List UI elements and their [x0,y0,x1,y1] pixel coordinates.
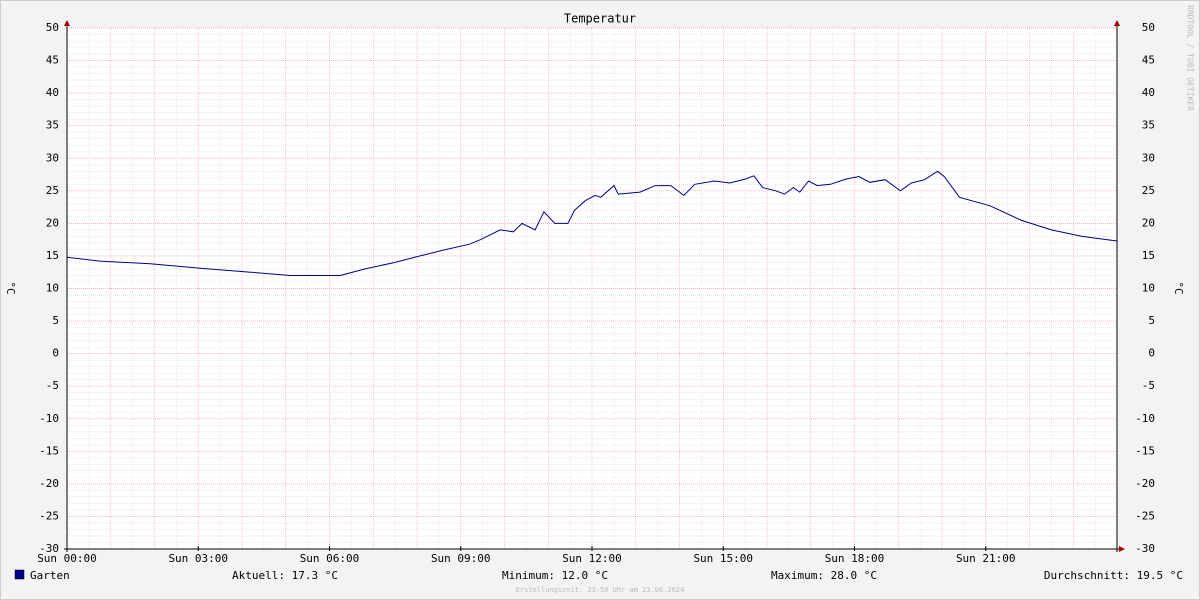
y-tick-label: -25 [39,509,59,522]
x-tick-label: Sun 06:00 [300,552,360,565]
y2-tick-label: 5 [1148,314,1155,327]
stat: Aktuell: 17.3 °C [232,569,338,582]
y-tick-label: 0 [52,347,59,360]
y-tick-label: 10 [46,282,59,295]
y-tick-label: 20 [46,216,59,229]
y-tick-label: 45 [46,54,59,67]
y2-tick-label: 10 [1142,282,1155,295]
y-tick-label: 5 [52,314,59,327]
y2-tick-label: 40 [1142,86,1155,99]
y-tick-label: -10 [39,412,59,425]
y2-tick-label: -5 [1142,379,1155,392]
footer: Erstellungszeit: 23:58 Uhr am 23.06.2024 [516,586,685,594]
y2-tick-label: -20 [1135,477,1155,490]
y-tick-label: -30 [39,542,59,555]
side-note: RRDTOOL / TOBI OETIKER [1186,5,1195,111]
y2-tick-label: -10 [1135,412,1155,425]
data-line [66,170,1118,276]
chart-title: Temperatur [564,12,636,26]
y-tick-label: 50 [46,21,59,34]
x-tick-label: Sun 21:00 [956,552,1016,565]
y-tick-label: -15 [39,444,59,457]
y-axis-label: °C [4,281,17,294]
legend-label: Garten [30,569,70,582]
stat: Maximum: 28.0 °C [771,569,877,582]
stat: Durchschnitt: 19.5 °C [1044,569,1183,582]
y2-tick-label: 0 [1148,347,1155,360]
axis-arrow [1114,20,1120,26]
x-tick-label: Sun 15:00 [693,552,753,565]
legend-swatch [14,569,25,580]
x-tick-label: Sun 12:00 [562,552,622,565]
y2-tick-label: 25 [1142,184,1155,197]
x-tick-label: Sun 03:00 [168,552,228,565]
stat: Minimum: 12.0 °C [502,569,608,582]
x-tick-label: Sun 18:00 [825,552,885,565]
y-tick-label: -20 [39,477,59,490]
y2-tick-label: 30 [1142,151,1155,164]
x-tick-label: Sun 00:00 [37,552,97,565]
x-tick-label: Sun 09:00 [431,552,491,565]
y2-tick-label: 50 [1142,21,1155,34]
y2-tick-label: -15 [1135,444,1155,457]
y-tick-label: 15 [46,249,59,262]
y2-tick-label: -30 [1135,542,1155,555]
y-tick-label: 35 [46,119,59,132]
y2-tick-label: 15 [1142,249,1155,262]
y2-axis-label: °C [1172,281,1185,294]
y-tick-label: 25 [46,184,59,197]
axis-arrow [64,20,70,26]
axis-arrow [1119,546,1125,552]
y2-tick-label: -25 [1135,509,1155,522]
y2-tick-label: 45 [1142,54,1155,67]
y2-tick-label: 35 [1142,119,1155,132]
y2-tick-label: 20 [1142,216,1155,229]
y-tick-label: -5 [46,379,59,392]
y-tick-label: 30 [46,151,59,164]
y-tick-label: 40 [46,86,59,99]
